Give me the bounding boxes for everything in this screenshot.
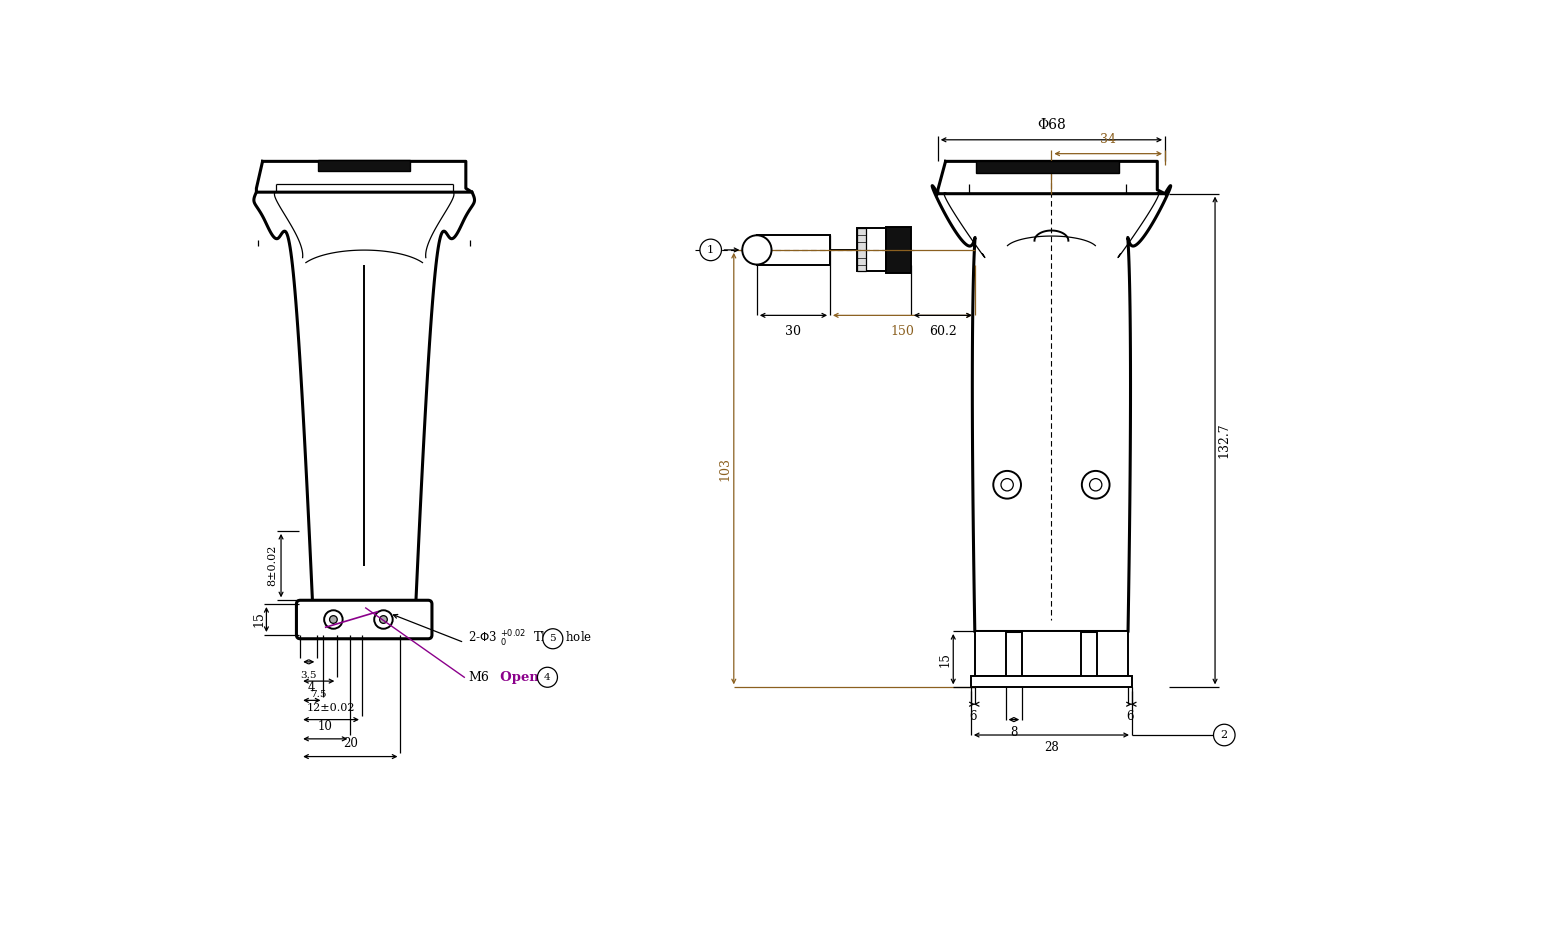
Text: 2-$\Phi$3 $^{+0.02}_{0}$  Thru hole: 2-$\Phi$3 $^{+0.02}_{0}$ Thru hole bbox=[467, 629, 592, 649]
Text: 6: 6 bbox=[969, 711, 977, 723]
Circle shape bbox=[700, 239, 721, 261]
Polygon shape bbox=[938, 162, 1165, 193]
Bar bbox=[1022, 631, 1081, 675]
Bar bbox=[757, 235, 830, 264]
Text: 8±0.02: 8±0.02 bbox=[266, 545, 277, 587]
Text: 10: 10 bbox=[318, 720, 333, 732]
Polygon shape bbox=[254, 192, 475, 604]
Bar bbox=[318, 160, 410, 171]
Bar bbox=[977, 161, 1119, 173]
FancyBboxPatch shape bbox=[296, 601, 432, 639]
Text: 28: 28 bbox=[1044, 742, 1059, 754]
Text: 34: 34 bbox=[1100, 133, 1116, 146]
Text: 12±0.02: 12±0.02 bbox=[307, 703, 355, 714]
Text: 8: 8 bbox=[1010, 726, 1017, 739]
Text: 30: 30 bbox=[785, 325, 801, 337]
Text: 2: 2 bbox=[1221, 730, 1228, 740]
Polygon shape bbox=[938, 193, 1165, 631]
Text: 4: 4 bbox=[544, 672, 552, 682]
Circle shape bbox=[994, 471, 1020, 499]
Bar bbox=[1097, 631, 1128, 675]
Text: Φ68: Φ68 bbox=[1038, 118, 1066, 132]
Circle shape bbox=[1089, 478, 1102, 491]
Text: 150: 150 bbox=[891, 325, 915, 337]
Circle shape bbox=[380, 616, 388, 623]
Text: 132.7: 132.7 bbox=[1218, 423, 1231, 459]
Text: 15: 15 bbox=[252, 612, 265, 628]
Circle shape bbox=[1214, 724, 1235, 745]
Bar bbox=[971, 675, 1131, 687]
Text: 103: 103 bbox=[718, 457, 731, 481]
Text: 7.5: 7.5 bbox=[310, 690, 327, 700]
Text: M6: M6 bbox=[467, 671, 489, 684]
Circle shape bbox=[324, 610, 343, 629]
Text: 60.2: 60.2 bbox=[929, 325, 957, 337]
Circle shape bbox=[1000, 478, 1013, 491]
Circle shape bbox=[1081, 471, 1109, 499]
Text: 5: 5 bbox=[550, 634, 556, 644]
Circle shape bbox=[330, 616, 337, 623]
Bar bbox=[975, 631, 1005, 675]
Text: Open: Open bbox=[491, 671, 539, 684]
Bar bbox=[857, 228, 866, 272]
Text: 3.5: 3.5 bbox=[301, 672, 316, 680]
Circle shape bbox=[542, 629, 562, 649]
Circle shape bbox=[374, 610, 393, 629]
Text: 4: 4 bbox=[308, 681, 316, 694]
Polygon shape bbox=[932, 186, 1170, 631]
Text: 6: 6 bbox=[1126, 711, 1134, 723]
Polygon shape bbox=[257, 162, 472, 192]
Bar bbox=[857, 228, 887, 272]
Circle shape bbox=[538, 667, 558, 687]
Text: 15: 15 bbox=[939, 652, 952, 667]
Text: 20: 20 bbox=[343, 738, 358, 750]
Text: 1: 1 bbox=[707, 245, 714, 255]
Circle shape bbox=[742, 235, 771, 264]
Bar bbox=[887, 227, 911, 273]
